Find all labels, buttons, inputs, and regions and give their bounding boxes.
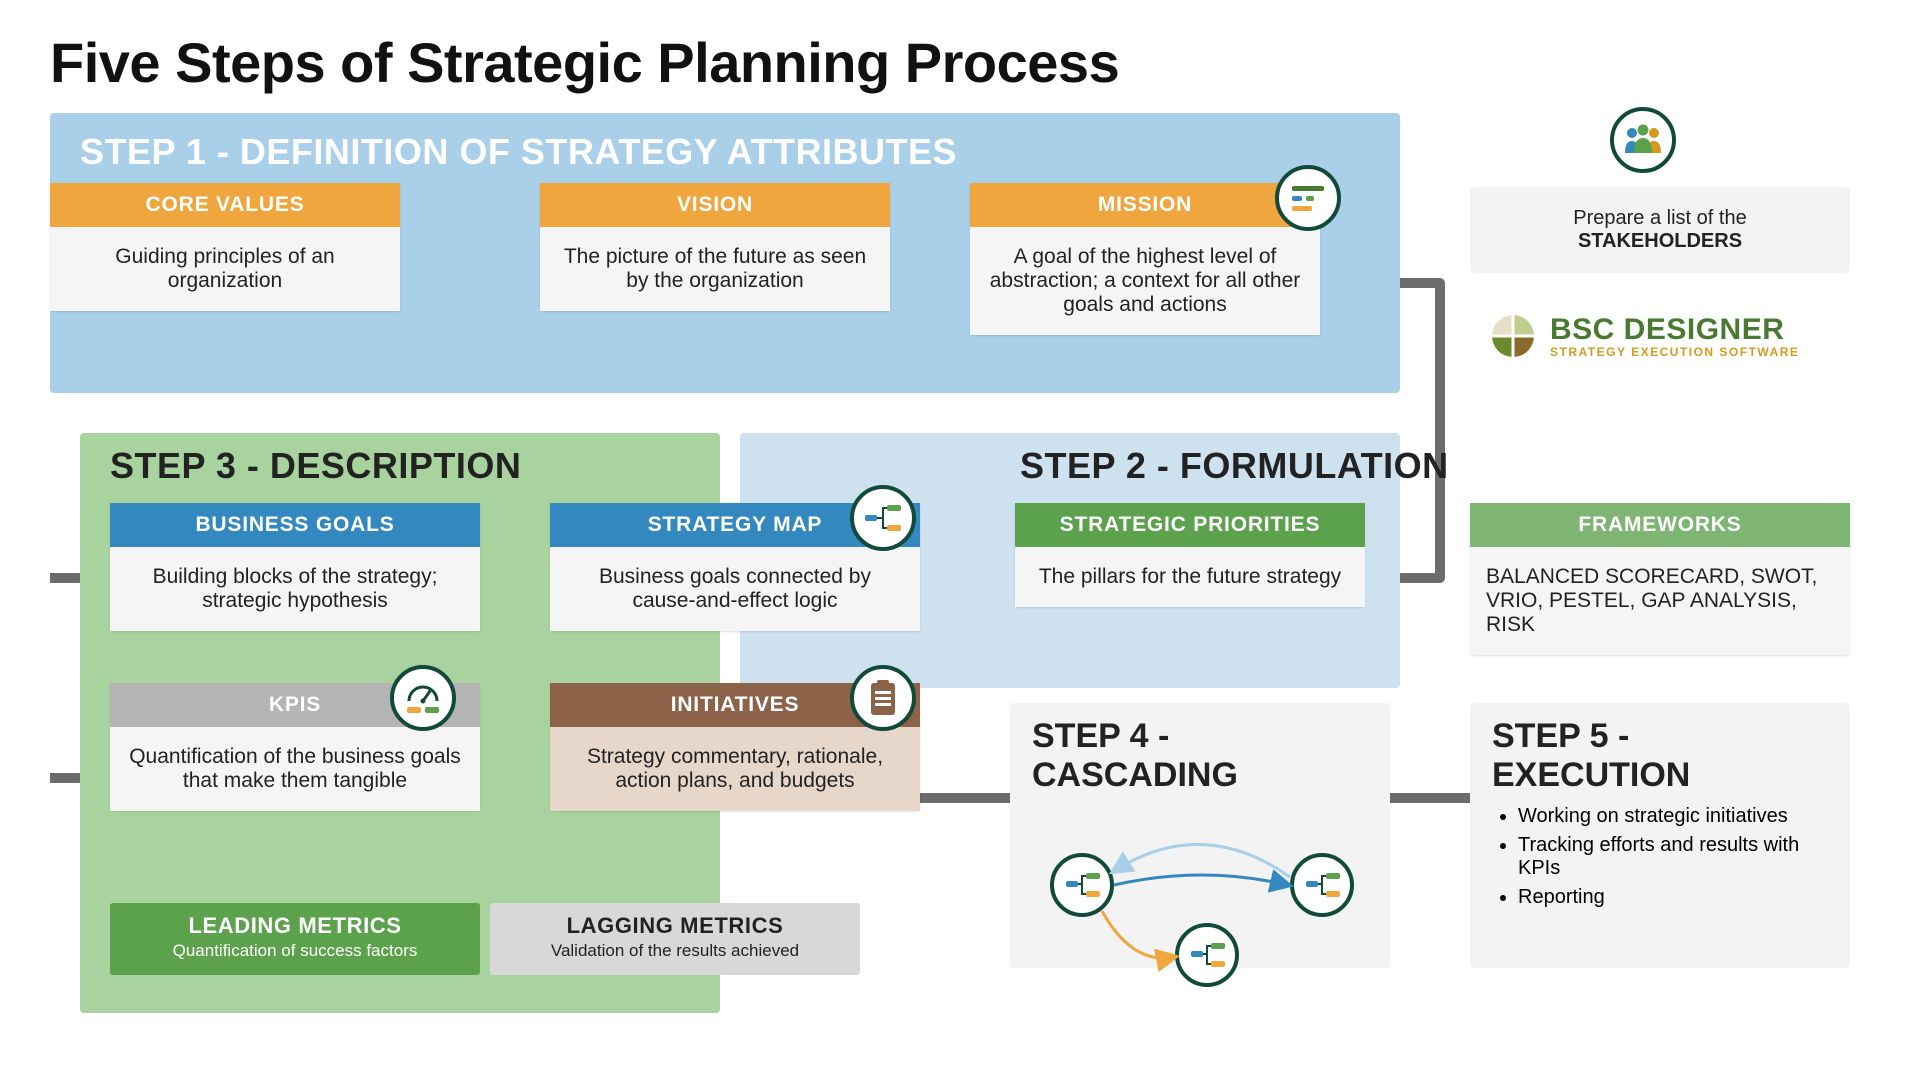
card-body: The pillars for the future strategy xyxy=(1015,547,1365,607)
metric-title: LEADING METRICS xyxy=(122,913,468,939)
stakeholders-line2: STAKEHOLDERS xyxy=(1578,230,1742,252)
brand-name: BSC DESIGNER xyxy=(1550,313,1799,347)
step4-title: STEP 4 - CASCADING xyxy=(1032,717,1368,795)
card-header: FRAMEWORKS xyxy=(1470,503,1850,547)
brand-tagline: STRATEGY EXECUTION SOFTWARE xyxy=(1550,345,1799,359)
gauge-icon xyxy=(390,665,456,731)
list-item: Working on strategic initiatives xyxy=(1518,805,1828,828)
card-body: The picture of the future as seen by the… xyxy=(540,227,890,311)
card-header: CORE VALUES xyxy=(50,183,400,227)
step4-box: STEP 4 - CASCADING xyxy=(1010,703,1390,968)
card-header: VISION xyxy=(540,183,890,227)
step2-title: STEP 2 - FORMULATION xyxy=(1020,445,1449,487)
metric-sub: Validation of the results achieved xyxy=(502,941,848,961)
clipboard-icon xyxy=(850,665,916,731)
tile-lagging-metrics: LAGGING METRICS Validation of the result… xyxy=(490,903,860,975)
step5-box: STEP 5 - EXECUTION Working on strategic … xyxy=(1470,703,1850,968)
list-item: Reporting xyxy=(1518,886,1828,909)
card-mission: MISSION A goal of the highest level of a… xyxy=(970,183,1320,335)
card-body: Business goals connected by cause-and-ef… xyxy=(550,547,920,631)
card-body: Quantification of the business goals tha… xyxy=(110,727,480,811)
metric-sub: Quantification of success factors xyxy=(122,941,468,961)
step3-title: STEP 3 - DESCRIPTION xyxy=(110,445,521,487)
card-body: BALANCED SCORECARD, SWOT, VRIO, PESTEL, … xyxy=(1470,547,1850,655)
card-core-values: CORE VALUES Guiding principles of an org… xyxy=(50,183,400,311)
diagram-canvas: STEP 1 - DEFINITION OF STRATEGY ATTRIBUT… xyxy=(50,113,1870,1033)
card-vision: VISION The picture of the future as seen… xyxy=(540,183,890,311)
logo-text: BSC DESIGNER STRATEGY EXECUTION SOFTWARE xyxy=(1550,313,1799,359)
card-business-goals: BUSINESS GOALS Building blocks of the st… xyxy=(110,503,480,631)
step1-title: STEP 1 - DEFINITION OF STRATEGY ATTRIBUT… xyxy=(80,131,957,173)
card-header: BUSINESS GOALS xyxy=(110,503,480,547)
card-body: Building blocks of the strategy; strateg… xyxy=(110,547,480,631)
list-icon xyxy=(1275,165,1341,231)
people-icon xyxy=(1610,107,1676,173)
card-body: A goal of the highest level of abstracti… xyxy=(970,227,1320,335)
stakeholders-body: Prepare a list of the STAKEHOLDERS xyxy=(1470,187,1850,273)
stakeholders-box: Prepare a list of the STAKEHOLDERS xyxy=(1470,187,1850,273)
logo-mark-icon xyxy=(1490,313,1536,359)
tree-icon xyxy=(850,485,916,551)
card-body: Strategy commentary, rationale, action p… xyxy=(550,727,920,811)
cascading-graphic xyxy=(1032,805,1372,995)
brand-logo: BSC DESIGNER STRATEGY EXECUTION SOFTWARE xyxy=(1490,313,1799,359)
list-item: Tracking efforts and results with KPIs xyxy=(1518,834,1828,880)
step5-title: STEP 5 - EXECUTION xyxy=(1492,717,1828,795)
step5-list: Working on strategic initiatives Trackin… xyxy=(1492,805,1828,909)
tile-leading-metrics: LEADING METRICS Quantification of succes… xyxy=(110,903,480,975)
stakeholders-line1: Prepare a list of the xyxy=(1573,207,1746,229)
metric-title: LAGGING METRICS xyxy=(502,913,848,939)
card-body: Guiding principles of an organization xyxy=(50,227,400,311)
page-title: Five Steps of Strategic Planning Process xyxy=(50,30,1869,95)
card-frameworks: FRAMEWORKS BALANCED SCORECARD, SWOT, VRI… xyxy=(1470,503,1850,655)
card-strategic-priorities: STRATEGIC PRIORITIES The pillars for the… xyxy=(1015,503,1365,607)
card-header: STRATEGIC PRIORITIES xyxy=(1015,503,1365,547)
card-header: MISSION xyxy=(970,183,1320,227)
